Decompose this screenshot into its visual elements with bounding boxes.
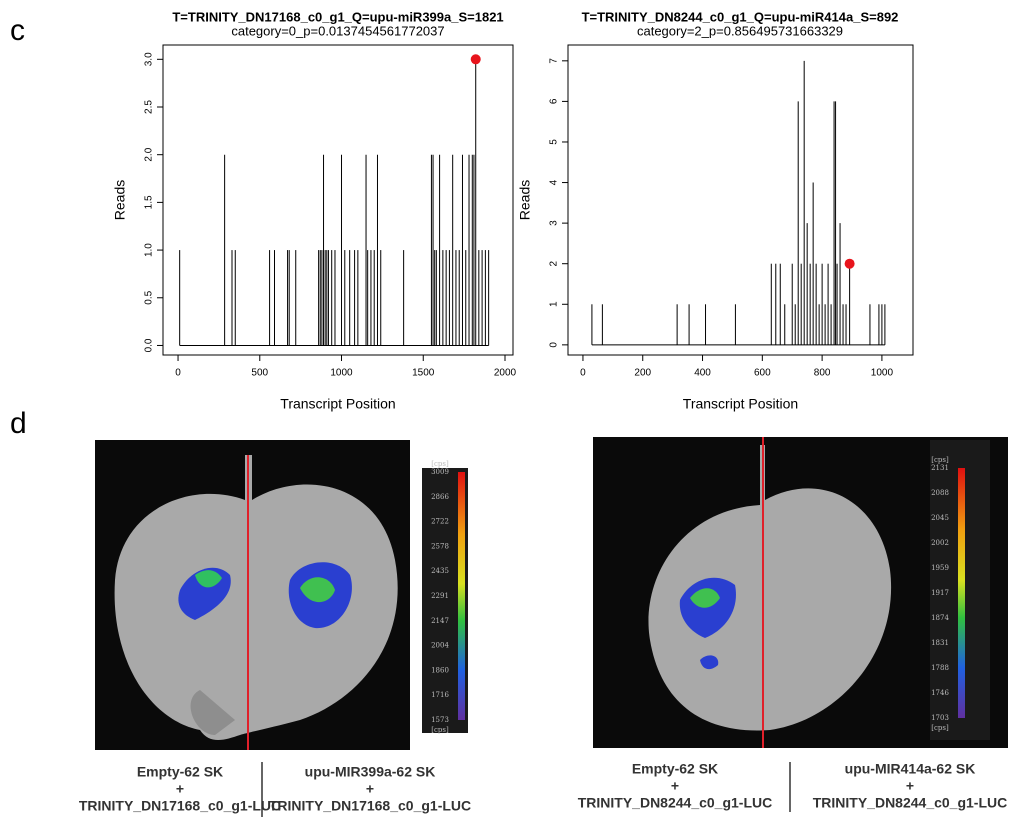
y-tick-label: 1.0 [144, 243, 155, 257]
colorbar-label: 1831 [931, 639, 949, 647]
y-tick-label: 1 [549, 301, 560, 307]
x-tick-label: 2000 [494, 368, 517, 379]
y-tick-label: 4 [549, 179, 560, 185]
y-tick-label: 6 [549, 98, 560, 104]
caption: TRINITY_DN8244_c0_g1-LUC [813, 795, 1008, 811]
colorbar-label: 1716 [431, 691, 449, 699]
x-tick-label: 400 [694, 368, 711, 379]
y-axis-label: Reads [112, 180, 128, 220]
plot-frame [567, 44, 914, 356]
y-tick-label: 0.0 [144, 338, 155, 352]
colorbar-label: 2435 [431, 567, 449, 575]
x-axis-label: Transcript Position [683, 396, 798, 412]
colorbar-label: 2002 [931, 539, 949, 547]
unit-label: [cps] [431, 460, 449, 468]
colorbar-label: 2291 [431, 592, 449, 600]
leaf-image [593, 437, 1008, 748]
unit-label: [cps] [931, 724, 949, 732]
x-tick-label: 600 [754, 368, 771, 379]
x-tick-label: 1500 [412, 368, 435, 379]
colorbar-label: 1860 [431, 666, 449, 674]
y-tick-label: 5 [549, 139, 560, 145]
panel-label: d [10, 407, 27, 440]
caption: + [906, 778, 914, 794]
caption: TRINITY_DN17168_c0_g1-LUC [79, 798, 281, 814]
y-tick-label: 1.5 [144, 195, 155, 209]
colorbar-label: 3009 [431, 468, 449, 476]
colorbar-label: 1703 [931, 714, 949, 722]
caption: upu-MIR414a-62 SK [845, 761, 976, 777]
chart-subtitle: category=2_p=0.856495731663329 [637, 23, 843, 38]
y-tick-label: 3 [549, 220, 560, 226]
plot-frame [162, 44, 514, 356]
caption: + [671, 778, 679, 794]
leaf-image [95, 440, 468, 750]
unit-label: [cps] [931, 456, 949, 464]
y-tick-label: 0.5 [144, 290, 155, 304]
x-tick-label: 200 [634, 368, 651, 379]
colorbar-label: 2045 [931, 514, 949, 522]
colorbar-label: 1573 [431, 716, 449, 724]
caption: Empty-62 SK [632, 761, 718, 777]
colorbar-label: 2004 [431, 642, 449, 650]
chart-title: T=TRINITY_DN8244_c0_g1_Q=upu-miR414a_S=8… [582, 9, 899, 24]
caption: upu-MIR399a-62 SK [305, 764, 436, 780]
caption: + [176, 781, 184, 797]
colorbar-label: 1746 [931, 689, 949, 697]
x-tick-label: 0 [580, 368, 586, 379]
y-tick-label: 2.0 [144, 147, 155, 161]
y-tick-label: 2.5 [144, 100, 155, 114]
unit-label: [cps] [431, 726, 449, 734]
x-axis-label: Transcript Position [280, 396, 395, 412]
caption: TRINITY_DN8244_c0_g1-LUC [578, 795, 773, 811]
colorbar-label: 1788 [931, 664, 949, 672]
colorbar-label: 2088 [931, 489, 949, 497]
y-tick-label: 7 [549, 58, 560, 64]
colorbar-label: 1874 [931, 614, 949, 622]
caption: TRINITY_DN17168_c0_g1-LUC [269, 798, 471, 814]
colorbar-label: 1959 [931, 564, 949, 572]
highlight-point [844, 258, 855, 269]
colorbar-label: 2147 [431, 617, 449, 625]
x-tick-label: 500 [251, 368, 268, 379]
colorbar-label: 2866 [431, 493, 449, 501]
colorbar-label: 2131 [931, 464, 949, 472]
panel-label: c [10, 14, 25, 47]
caption: Empty-62 SK [137, 764, 223, 780]
x-tick-label: 1000 [330, 368, 353, 379]
y-tick-label: 3.0 [144, 52, 155, 66]
y-axis-label: Reads [517, 180, 533, 220]
chart-title: T=TRINITY_DN17168_c0_g1_Q=upu-miR399a_S=… [172, 9, 503, 24]
colorbar-label: 2722 [431, 518, 449, 526]
x-tick-label: 1000 [871, 368, 894, 379]
y-tick-label: 0 [549, 342, 560, 348]
y-tick-label: 2 [549, 260, 560, 266]
colorbar-label: 2578 [431, 542, 449, 550]
colorbar-label: 1917 [931, 589, 949, 597]
x-tick-label: 800 [814, 368, 831, 379]
x-tick-label: 0 [175, 368, 181, 379]
highlight-point [470, 54, 481, 65]
caption: + [366, 781, 374, 797]
chart-subtitle: category=0_p=0.0137454561772037 [231, 23, 444, 38]
